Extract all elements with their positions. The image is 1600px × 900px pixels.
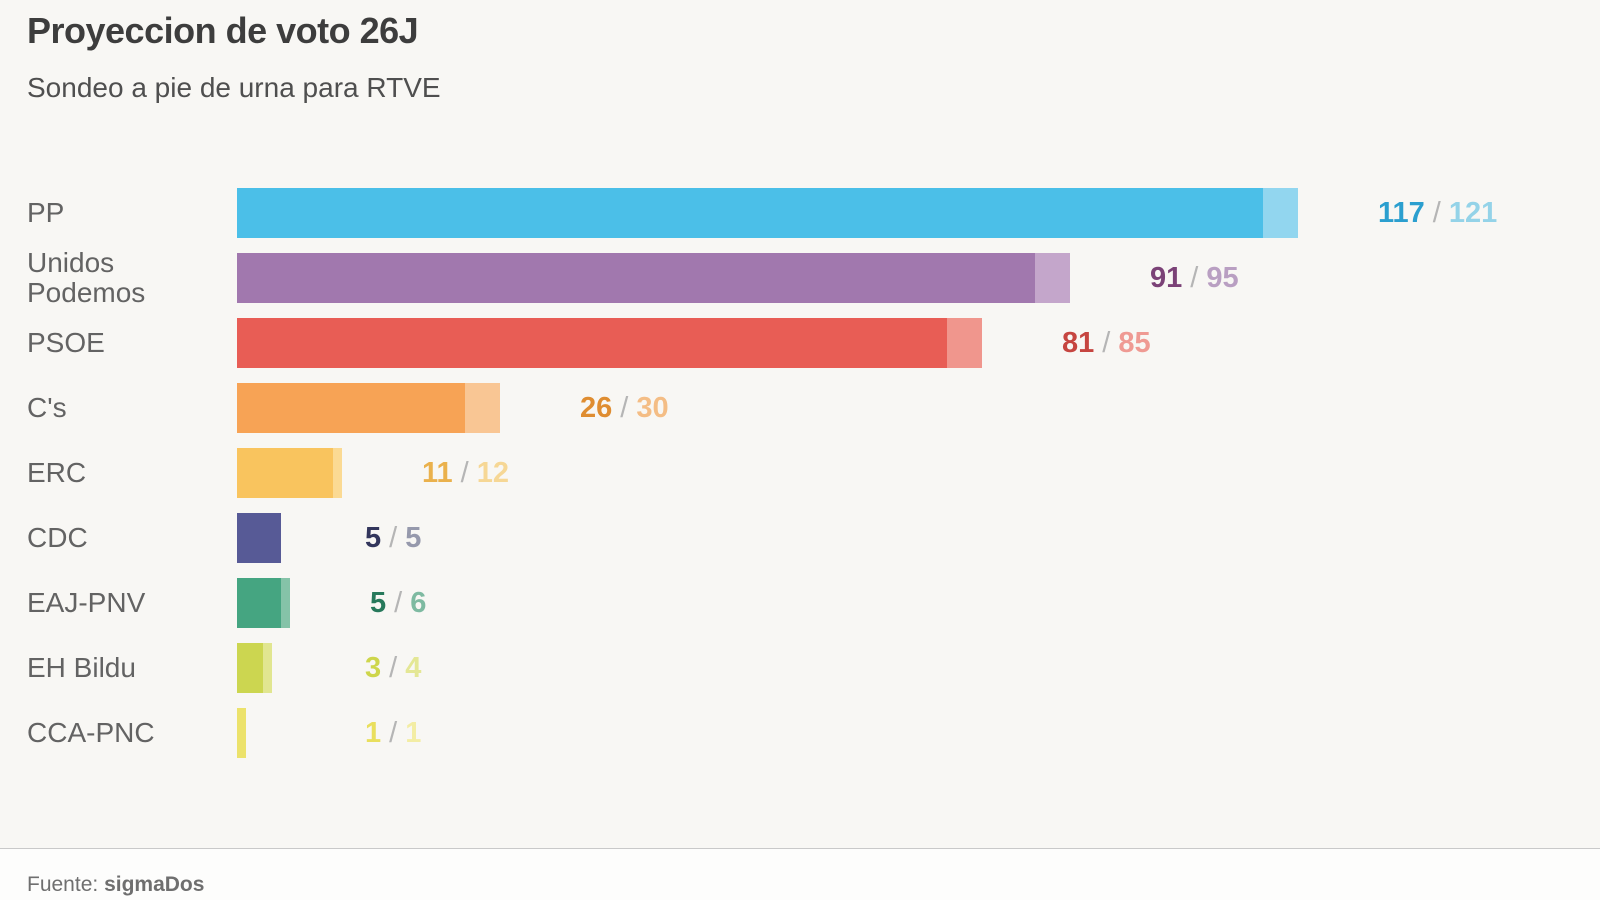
party-label: Unidos Podemos	[27, 247, 146, 308]
bar-projected	[237, 188, 1263, 238]
chart-row: CCA-PNC 1 / 1	[0, 708, 1600, 758]
value-separator: /	[1102, 326, 1111, 359]
chart-row: EH Bildu 3 / 4	[0, 643, 1600, 693]
chart-row: Unidos Podemos 91 / 95	[0, 247, 1600, 308]
bar-track: 5 / 6	[237, 578, 1600, 628]
value-projected-max: 6	[410, 586, 427, 619]
party-label: PP	[27, 197, 65, 228]
value-separator: /	[460, 456, 469, 489]
bar-projected	[237, 513, 281, 563]
bar-projected	[237, 318, 947, 368]
footer: Fuente: sigmaDos	[0, 849, 1600, 900]
value-projected-max: 12	[476, 456, 509, 489]
value-projected: 26	[580, 391, 613, 424]
bar-track: 26 / 30	[237, 383, 1600, 433]
chart-row: PP 117 / 121	[0, 188, 1600, 238]
value-projected: 117	[1378, 196, 1425, 229]
chart-row: EAJ-PNV 5 / 6	[0, 578, 1600, 628]
value-label: 91 / 95	[1150, 253, 1239, 303]
value-label: 26 / 30	[580, 383, 669, 433]
value-label: 5 / 6	[370, 578, 426, 628]
party-label: ERC	[27, 457, 87, 488]
party-label: PSOE	[27, 327, 105, 358]
bar-track: 91 / 95	[237, 253, 1600, 303]
source-credit: Fuente: sigmaDos	[27, 873, 204, 897]
bar-track: 117 / 121	[237, 188, 1600, 238]
value-projected-max: 1	[405, 716, 422, 749]
bar-projected	[237, 448, 333, 498]
bar-projected	[237, 253, 1035, 303]
bar-projected	[237, 708, 246, 758]
bar-projected	[237, 643, 263, 693]
value-projected: 91	[1150, 261, 1183, 294]
value-label: 81 / 85	[1062, 318, 1151, 368]
value-projected-max: 85	[1118, 326, 1151, 359]
value-separator: /	[389, 521, 398, 554]
value-projected-max: 4	[405, 651, 422, 684]
value-label: 117 / 121	[1378, 188, 1497, 238]
value-label: 5 / 5	[365, 513, 421, 563]
value-projected: 3	[365, 651, 382, 684]
chart-title: Proyeccion de voto 26J	[27, 10, 419, 51]
party-label: EH Bildu	[27, 652, 136, 683]
value-projected: 81	[1062, 326, 1095, 359]
value-separator: /	[389, 651, 398, 684]
value-projected-max: 5	[405, 521, 422, 554]
bar-track: 5 / 5	[237, 513, 1600, 563]
value-projected-max: 30	[636, 391, 669, 424]
party-label: EAJ-PNV	[27, 587, 146, 618]
value-projected: 1	[365, 716, 382, 749]
value-projected: 5	[370, 586, 387, 619]
chart-subtitle: Sondeo a pie de urna para RTVE	[27, 72, 441, 103]
value-label: 3 / 4	[365, 643, 421, 693]
value-separator: /	[389, 716, 398, 749]
bar-track: 3 / 4	[237, 643, 1600, 693]
chart-row: ERC 11 / 12	[0, 448, 1600, 498]
value-projected: 11	[422, 456, 453, 489]
footer-divider	[0, 848, 1600, 849]
value-projected-max: 95	[1206, 261, 1239, 294]
value-label: 1 / 1	[365, 708, 421, 758]
value-separator: /	[1190, 261, 1199, 294]
bar-track: 1 / 1	[237, 708, 1600, 758]
value-projected-max: 121	[1448, 196, 1498, 229]
value-projected: 5	[365, 521, 382, 554]
bar-track: 81 / 85	[237, 318, 1600, 368]
bar-projected	[237, 383, 465, 433]
party-label: C's	[27, 392, 67, 423]
party-label: CCA-PNC	[27, 717, 155, 748]
chart-row: CDC 5 / 5	[0, 513, 1600, 563]
source-value: sigmaDos	[104, 873, 205, 896]
value-separator: /	[394, 586, 403, 619]
bar-track: 11 / 12	[237, 448, 1600, 498]
chart-plot-area: PP 117 / 121 Unidos Podemos 91 / 95 PSOE	[0, 188, 1600, 773]
bar-projected	[237, 578, 281, 628]
value-separator: /	[620, 391, 629, 424]
value-separator: /	[1432, 196, 1441, 229]
source-label: Fuente:	[27, 873, 99, 896]
chart-row: PSOE 81 / 85	[0, 318, 1600, 368]
party-label: CDC	[27, 522, 88, 553]
chart-row: C's 26 / 30	[0, 383, 1600, 433]
value-label: 11 / 12	[422, 448, 509, 498]
